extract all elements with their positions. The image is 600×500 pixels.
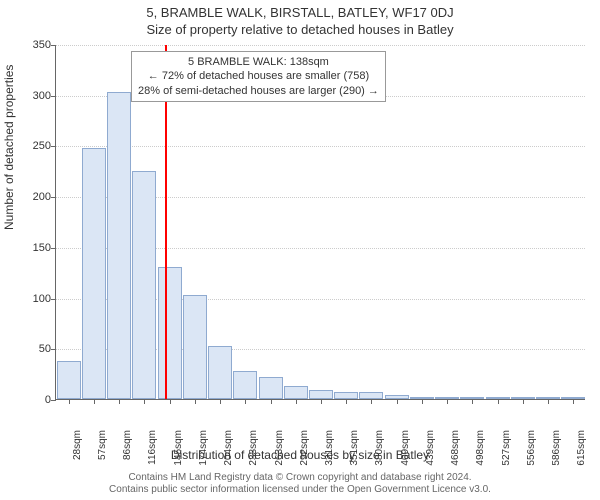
xtick-mark — [472, 399, 473, 404]
ytick-mark — [51, 45, 56, 46]
histogram-bar — [334, 392, 358, 399]
ytick-mark — [51, 349, 56, 350]
attribution-line1: Contains HM Land Registry data © Crown c… — [0, 472, 600, 484]
xtick-mark — [573, 399, 574, 404]
ytick-label: 200 — [26, 191, 51, 203]
xtick-mark — [144, 399, 145, 404]
ytick-label: 150 — [26, 242, 51, 254]
ytick-label: 250 — [26, 140, 51, 152]
chart-title-address: 5, BRAMBLE WALK, BIRSTALL, BATLEY, WF17 … — [0, 5, 600, 20]
xtick-mark — [498, 399, 499, 404]
histogram-bar — [208, 346, 232, 399]
chart-title-desc: Size of property relative to detached ho… — [0, 22, 600, 37]
gridline — [56, 146, 585, 147]
ytick-label: 100 — [26, 293, 51, 305]
histogram-bar — [82, 148, 106, 399]
attribution-text: Contains HM Land Registry data © Crown c… — [0, 472, 600, 496]
xtick-mark — [296, 399, 297, 404]
annotation-line2: ← 72% of detached houses are smaller (75… — [138, 69, 379, 83]
xtick-mark — [69, 399, 70, 404]
xtick-mark — [397, 399, 398, 404]
ytick-mark — [51, 197, 56, 198]
histogram-bar — [107, 92, 131, 399]
histogram-bar — [183, 295, 207, 399]
gridline — [56, 45, 585, 46]
y-axis-label: Number of detached properties — [2, 65, 16, 230]
xtick-mark — [195, 399, 196, 404]
ytick-label: 350 — [26, 39, 51, 51]
histogram-bar — [57, 361, 81, 399]
annotation-box: 5 BRAMBLE WALK: 138sqm ← 72% of detached… — [131, 51, 386, 102]
ytick-mark — [51, 146, 56, 147]
xtick-mark — [447, 399, 448, 404]
xtick-mark — [321, 399, 322, 404]
xtick-mark — [94, 399, 95, 404]
xtick-mark — [548, 399, 549, 404]
xtick-mark — [170, 399, 171, 404]
xtick-mark — [119, 399, 120, 404]
histogram-bar — [284, 386, 308, 399]
histogram-bar — [359, 392, 383, 399]
ytick-label: 300 — [26, 90, 51, 102]
xtick-mark — [422, 399, 423, 404]
plot-area: 05010015020025030035028sqm57sqm86sqm116s… — [55, 45, 585, 400]
histogram-bar — [132, 171, 156, 399]
ytick-label: 0 — [26, 394, 51, 406]
histogram-bar — [158, 267, 182, 399]
annotation-line1: 5 BRAMBLE WALK: 138sqm — [138, 55, 379, 69]
ytick-mark — [51, 299, 56, 300]
histogram-bar — [309, 390, 333, 399]
xtick-mark — [245, 399, 246, 404]
ytick-mark — [51, 96, 56, 97]
xtick-mark — [271, 399, 272, 404]
xtick-mark — [523, 399, 524, 404]
attribution-line2: Contains public sector information licen… — [0, 484, 600, 496]
annotation-line3: 28% of semi-detached houses are larger (… — [138, 84, 379, 98]
xtick-mark — [346, 399, 347, 404]
ytick-mark — [51, 400, 56, 401]
x-axis-label: Distribution of detached houses by size … — [0, 448, 600, 462]
histogram-bar — [259, 377, 283, 399]
ytick-label: 50 — [26, 343, 51, 355]
xtick-mark — [220, 399, 221, 404]
ytick-mark — [51, 248, 56, 249]
xtick-mark — [371, 399, 372, 404]
histogram-bar — [233, 371, 257, 399]
property-size-chart: 5, BRAMBLE WALK, BIRSTALL, BATLEY, WF17 … — [0, 0, 600, 500]
